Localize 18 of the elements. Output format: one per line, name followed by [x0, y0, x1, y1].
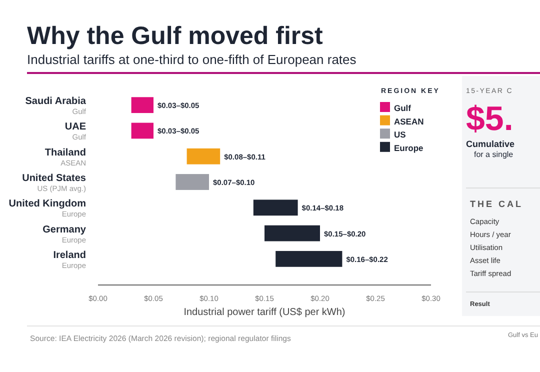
bar [276, 250, 342, 267]
bar [131, 97, 154, 114]
x-axis-title: Industrial power tariff (US$ per kWh) [184, 307, 346, 318]
chart-title: Why the Gulf moved first [27, 22, 324, 50]
bar [131, 122, 154, 139]
bar [264, 225, 320, 242]
text: THE CAL [470, 199, 523, 209]
chart-subtitle: Industrial tariffs at one-third to one-fifth of European rates [27, 52, 357, 67]
legend-label: ASEAN [394, 116, 424, 126]
text: for a single [474, 150, 514, 159]
bar [176, 174, 209, 190]
legend-label: Europe [394, 142, 424, 153]
legend-label: Gulf [394, 103, 412, 113]
bar [253, 200, 298, 216]
bar [186, 148, 220, 164]
text: $5. [466, 100, 514, 138]
legend-label: US [394, 130, 406, 140]
text: Cumulative [466, 139, 515, 149]
